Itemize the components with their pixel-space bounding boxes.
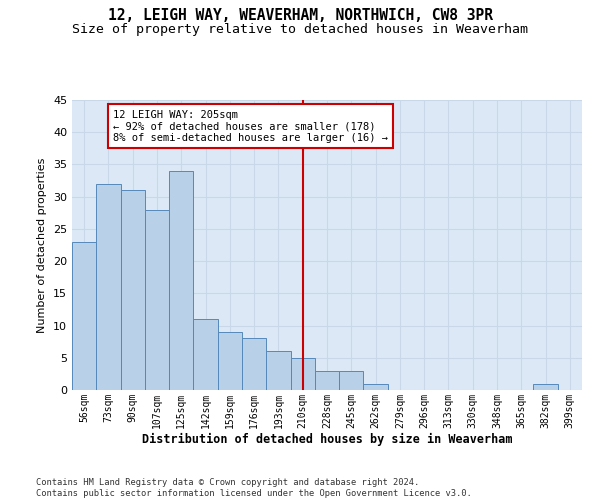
- Text: 12, LEIGH WAY, WEAVERHAM, NORTHWICH, CW8 3PR: 12, LEIGH WAY, WEAVERHAM, NORTHWICH, CW8…: [107, 8, 493, 22]
- Bar: [218, 332, 242, 390]
- Y-axis label: Number of detached properties: Number of detached properties: [37, 158, 47, 332]
- Bar: [315, 370, 339, 390]
- Bar: [72, 242, 96, 390]
- Bar: [169, 171, 193, 390]
- Bar: [339, 370, 364, 390]
- Bar: [193, 319, 218, 390]
- Bar: [266, 352, 290, 390]
- Bar: [290, 358, 315, 390]
- Text: 12 LEIGH WAY: 205sqm
← 92% of detached houses are smaller (178)
8% of semi-detac: 12 LEIGH WAY: 205sqm ← 92% of detached h…: [113, 110, 388, 143]
- Bar: [364, 384, 388, 390]
- Text: Contains HM Land Registry data © Crown copyright and database right 2024.
Contai: Contains HM Land Registry data © Crown c…: [36, 478, 472, 498]
- Text: Distribution of detached houses by size in Weaverham: Distribution of detached houses by size …: [142, 432, 512, 446]
- Bar: [145, 210, 169, 390]
- Bar: [96, 184, 121, 390]
- Bar: [242, 338, 266, 390]
- Text: Size of property relative to detached houses in Weaverham: Size of property relative to detached ho…: [72, 22, 528, 36]
- Bar: [121, 190, 145, 390]
- Bar: [533, 384, 558, 390]
